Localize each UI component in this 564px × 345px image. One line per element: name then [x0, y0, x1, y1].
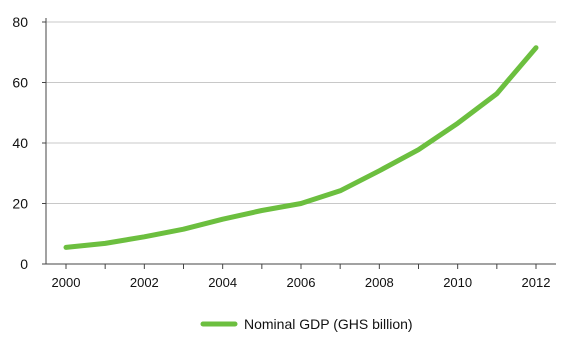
y-tick-label: 40	[12, 135, 28, 151]
y-tick-labels: 0 20 40 60 80	[12, 14, 28, 272]
legend-label: Nominal GDP (GHS billion)	[244, 316, 413, 332]
y-tick-label: 80	[12, 14, 28, 30]
series-line	[63, 45, 539, 250]
x-tick-label: 2010	[443, 275, 472, 290]
axes	[42, 18, 556, 269]
x-tick-label: 2012	[522, 275, 551, 290]
y-tick-label: 20	[12, 196, 28, 212]
gridlines	[46, 21, 556, 204]
y-tick-label: 0	[20, 256, 28, 272]
x-tick-label: 2008	[365, 275, 394, 290]
x-tick-labels: 2000 2002 2004 2006 2008 2010 2012	[52, 275, 551, 290]
x-tick-label: 2000	[52, 275, 81, 290]
y-tick-label: 60	[12, 75, 28, 91]
x-tick-label: 2002	[130, 275, 159, 290]
legend: Nominal GDP (GHS billion)	[200, 316, 413, 332]
series-layer	[63, 45, 539, 250]
x-tick-label: 2004	[208, 275, 237, 290]
x-tick-label: 2006	[287, 275, 316, 290]
